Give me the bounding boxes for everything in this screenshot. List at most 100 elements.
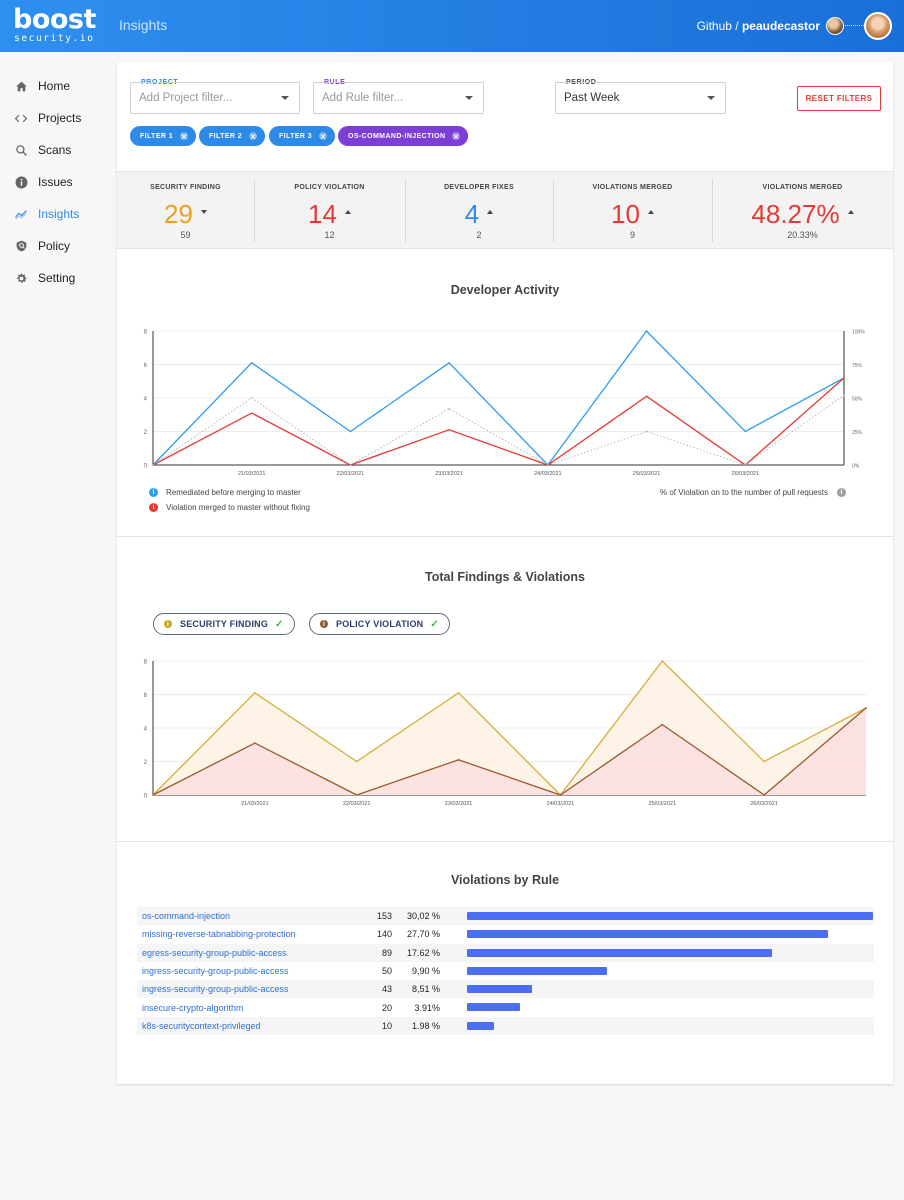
stat-developer-fixes[interactable]: DEVELOPER FIXES 4 2 <box>405 172 553 248</box>
rule-link[interactable]: os-command-injection <box>142 911 231 922</box>
data-point <box>645 395 648 398</box>
project-filter-select[interactable]: Add Project filter... <box>130 82 300 114</box>
legend-pct: % of Violation on to the number of pull … <box>660 488 846 497</box>
stat-value: 48.27% <box>751 199 840 229</box>
x-tick-label: 22/03/2021 <box>337 471 365 477</box>
toggle-policy-violation[interactable]: i POLICY VIOLATION ✓ <box>309 613 450 635</box>
filter-chip-2[interactable]: FILTER 2 <box>199 126 266 146</box>
table-row[interactable]: ingress-security-group-public-access 50 9,… <box>137 962 874 980</box>
stat-sub: 59 <box>180 230 191 240</box>
gear-icon <box>14 271 28 285</box>
stat-security-finding[interactable]: SECURITY FINDING 29 59 <box>117 172 254 248</box>
info-icon[interactable]: i <box>836 488 846 497</box>
sidebar-item-setting[interactable]: Setting <box>0 262 110 294</box>
rule-count: 50 <box>381 966 392 977</box>
data-point <box>661 723 664 726</box>
stat-violations-merged-pct[interactable]: VIOLATIONS MERGED 48.27% 20.33% <box>712 172 893 248</box>
reset-filters-button[interactable]: RESET FILTERS <box>797 86 881 111</box>
chip-remove-icon[interactable] <box>319 132 328 140</box>
chip-remove-icon[interactable] <box>249 132 258 140</box>
chip-label: FILTER 3 <box>279 132 313 140</box>
org-avatar[interactable] <box>826 17 844 35</box>
rule-filter-select[interactable]: Add Rule filter... <box>313 82 484 114</box>
stat-sub: 2 <box>476 230 482 240</box>
toggle-label: SECURITY FINDING <box>180 619 269 629</box>
y2-tick-label: 25% <box>852 430 863 436</box>
sidebar-item-projects[interactable]: Projects <box>0 102 110 134</box>
bar-track <box>467 1021 873 1031</box>
sidebar-item-scans[interactable]: Scans <box>0 134 110 166</box>
data-point <box>763 794 765 796</box>
rule-link[interactable]: missing-reverse-tabnabbing-protection <box>142 929 296 940</box>
data-point <box>744 464 747 466</box>
trend-up-icon <box>847 210 854 215</box>
y2-tick-label: 50% <box>852 397 863 403</box>
chip-remove-icon[interactable] <box>452 132 461 140</box>
bar-track <box>467 966 873 976</box>
breadcrumb[interactable]: Github / peaudecastor <box>697 19 820 33</box>
legend-label: Violation merged to master without fixin… <box>166 503 310 512</box>
table-row[interactable]: egress-security-group-public-access 89 17.… <box>137 943 874 962</box>
period-select[interactable]: Past Week <box>555 82 726 114</box>
search-icon <box>14 143 28 157</box>
table-row[interactable]: missing-reverse-tabnabbing-protection 140… <box>137 925 874 943</box>
toggle-security-finding[interactable]: i SECURITY FINDING ✓ <box>153 613 295 635</box>
stat-value-wrap: 10 <box>553 199 712 229</box>
sidebar-item-insights[interactable]: Insights <box>0 198 110 230</box>
data-point <box>250 397 253 399</box>
data-point <box>152 464 154 466</box>
rule-link[interactable]: egress-security-group-public-access <box>142 947 287 958</box>
stat-divider <box>405 180 406 242</box>
y-tick-label: 6 <box>144 363 148 369</box>
y-tick-label: 0 <box>144 464 148 470</box>
insights-panel: PROJECT Add Project filter... RULE Add R… <box>117 62 893 1084</box>
rule-link[interactable]: ingress-security-group-public-access <box>142 984 289 995</box>
breadcrumb-org[interactable]: Github / <box>696 19 739 33</box>
rule-link[interactable]: ingress-security-group-public-access <box>142 966 289 977</box>
info-icon: i <box>320 620 328 628</box>
sidebar-item-issues[interactable]: Issues <box>0 166 110 198</box>
chip-remove-icon[interactable] <box>180 132 189 140</box>
table-row[interactable]: insecure-crypto-algorithm 20 3.91% <box>137 998 874 1016</box>
y-tick-label: 0 <box>144 794 148 800</box>
series-line <box>152 660 867 796</box>
data-point <box>152 794 154 796</box>
rule-link[interactable]: k8s-securitycontext-privileged <box>142 1020 261 1031</box>
filter-chip-1[interactable]: FILTER 1 <box>130 126 197 146</box>
boost-logo[interactable]: boost security.io <box>13 6 98 46</box>
chip-label: OS-COMMAND-INJECTION <box>348 132 446 140</box>
stat-divider <box>254 180 255 242</box>
filter-chip-3[interactable]: FILTER 3 <box>269 126 336 146</box>
page-title: Insights <box>119 17 168 33</box>
section-divider <box>117 536 893 537</box>
filter-chip-rule[interactable]: OS-COMMAND-INJECTION <box>338 126 469 146</box>
stat-violations-merged[interactable]: VIOLATIONS MERGED 10 9 <box>553 172 712 248</box>
sidebar-item-home[interactable]: Home <box>0 70 110 102</box>
user-avatar[interactable] <box>864 12 892 40</box>
bar-fill <box>467 930 829 939</box>
x-tick-label: 21/03/2021 <box>238 471 266 477</box>
y-tick-label: 8 <box>144 330 148 336</box>
data-point <box>349 464 352 466</box>
stat-value: 10 <box>611 199 640 229</box>
y-tick-label: 4 <box>144 727 148 733</box>
sidebar-item-policy[interactable]: Policy <box>0 230 110 262</box>
table-row[interactable]: os-command-injection 153 30,02 % <box>137 907 874 926</box>
y-tick-label: 4 <box>144 397 148 403</box>
stat-sub: 9 <box>629 230 635 240</box>
stat-policy-violation[interactable]: POLICY VIOLATION 14 12 <box>254 172 405 248</box>
info-icon <box>14 175 28 189</box>
chevron-down-icon <box>465 96 473 100</box>
shield-icon <box>14 239 28 253</box>
sidebar-item-label: Policy <box>38 239 71 253</box>
top-header: boost security.io Insights Github / peau… <box>0 0 904 52</box>
findings-chart: 0 2 4 6 8 21/03/2021 22/03/2021 23/03/2021 24/03… <box>144 660 867 807</box>
sidebar-item-label: Issues <box>38 175 73 189</box>
info-icon: i <box>149 488 158 497</box>
legend-label: Remediated before merging to master <box>166 488 301 497</box>
table-row[interactable]: ingress-security-group-public-access 43 8,… <box>137 980 874 999</box>
rule-link[interactable]: insecure-crypto-algorithm <box>142 1002 244 1013</box>
table-row[interactable]: k8s-securitycontext-privileged 10 1.98 % <box>137 1016 874 1036</box>
section-divider <box>117 841 893 842</box>
breadcrumb-user[interactable]: peaudecastor <box>741 19 820 33</box>
